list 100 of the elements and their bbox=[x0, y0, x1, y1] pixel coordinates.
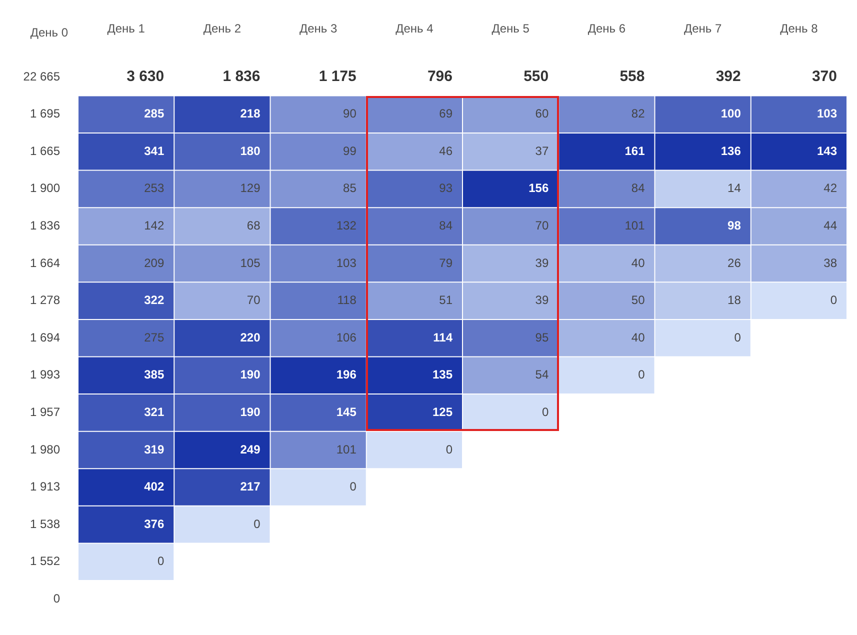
data-label: 0 bbox=[254, 516, 261, 531]
data-label: 37 bbox=[535, 144, 549, 158]
data-label: 40 bbox=[631, 256, 646, 270]
x-tick-label: День 1 bbox=[107, 22, 146, 36]
data-label: 39 bbox=[535, 293, 549, 308]
data-label: 38 bbox=[824, 256, 838, 270]
data-label: 0 bbox=[638, 368, 646, 382]
data-label: 106 bbox=[336, 330, 357, 344]
data-label: 105 bbox=[240, 256, 261, 270]
data-label: 60 bbox=[535, 106, 549, 121]
data-label: 82 bbox=[631, 106, 646, 121]
data-label: 0 bbox=[446, 442, 453, 456]
data-label: 217 bbox=[240, 480, 261, 494]
data-label: 98 bbox=[728, 218, 742, 233]
data-label: 135 bbox=[432, 368, 453, 382]
text: 1 836 bbox=[222, 68, 260, 86]
data-label: 101 bbox=[624, 218, 646, 233]
data-label: 51 bbox=[439, 293, 453, 308]
data-label: 385 bbox=[144, 368, 164, 382]
data-label: 70 bbox=[535, 218, 549, 233]
data-label: 253 bbox=[144, 181, 164, 196]
data-label: 142 bbox=[144, 218, 164, 233]
y-tick-label: 0 bbox=[53, 591, 60, 606]
data-label: 68 bbox=[246, 218, 261, 233]
y-tick-label: 1 913 bbox=[30, 480, 60, 494]
text: 796 bbox=[427, 68, 452, 86]
y-tick-label: 1 993 bbox=[30, 368, 60, 382]
data-label: 0 bbox=[734, 330, 742, 344]
data-label: 26 bbox=[728, 256, 742, 270]
data-label: 100 bbox=[720, 106, 742, 121]
data-label: 50 bbox=[631, 293, 646, 308]
data-label: 125 bbox=[432, 405, 453, 419]
data-label: 44 bbox=[824, 218, 838, 233]
data-label: 180 bbox=[240, 144, 261, 158]
data-label: 220 bbox=[240, 330, 261, 344]
x-tick-label: День 3 bbox=[299, 22, 338, 36]
x-tick-label: День 7 bbox=[684, 22, 722, 36]
data-label: 275 bbox=[144, 330, 164, 344]
data-label: 101 bbox=[336, 442, 357, 456]
data-label: 95 bbox=[535, 330, 549, 344]
data-label: 249 bbox=[240, 442, 261, 456]
data-label: 0 bbox=[157, 554, 164, 568]
data-label: 156 bbox=[528, 181, 549, 196]
data-label: 42 bbox=[824, 181, 838, 196]
text: 558 bbox=[620, 68, 645, 86]
data-label: 190 bbox=[240, 368, 261, 382]
data-label: 129 bbox=[240, 181, 261, 196]
y-tick-label: 1 278 bbox=[30, 293, 60, 308]
data-label: 93 bbox=[439, 181, 453, 196]
data-label: 136 bbox=[720, 144, 742, 158]
data-label: 321 bbox=[144, 405, 164, 419]
data-label: 39 bbox=[535, 256, 549, 270]
data-label: 376 bbox=[144, 516, 164, 531]
data-label: 84 bbox=[439, 218, 453, 233]
y-tick-label: 1 980 bbox=[30, 442, 60, 456]
y-tick-label: 1 665 bbox=[30, 144, 60, 158]
y-tick-label: 22 665 bbox=[23, 69, 60, 84]
text: 550 bbox=[524, 68, 549, 86]
x-tick-label: День 4 bbox=[396, 22, 434, 36]
data-label: 114 bbox=[433, 330, 453, 344]
data-label: 402 bbox=[144, 480, 164, 494]
data-label: 54 bbox=[535, 368, 549, 382]
data-label: 18 bbox=[728, 293, 742, 308]
text: 392 bbox=[716, 68, 741, 86]
data-label: 99 bbox=[343, 144, 357, 158]
data-label: 103 bbox=[816, 106, 838, 121]
y-tick-label: 1 538 bbox=[30, 516, 60, 531]
data-label: 46 bbox=[439, 144, 453, 158]
x-tick-label: День 6 bbox=[588, 22, 626, 36]
data-label: 40 bbox=[631, 330, 646, 344]
data-label: 69 bbox=[439, 106, 453, 121]
data-label: 0 bbox=[542, 405, 549, 419]
data-label: 322 bbox=[144, 293, 164, 308]
x-tick-label: День 5 bbox=[492, 22, 530, 36]
y-tick-label: 1 900 bbox=[30, 181, 60, 196]
data-label: 285 bbox=[144, 106, 164, 121]
data-label: 118 bbox=[337, 293, 357, 308]
y-tick-label: 1 695 bbox=[30, 106, 60, 121]
data-label: 132 bbox=[336, 218, 357, 233]
y-tick-label: 1 836 bbox=[30, 218, 60, 233]
y-tick-label: 1 957 bbox=[30, 405, 60, 419]
data-label: 341 bbox=[144, 144, 164, 158]
data-label: 84 bbox=[631, 181, 646, 196]
data-label: 319 bbox=[144, 442, 164, 456]
x-tick-label: День 2 bbox=[203, 22, 242, 36]
y-axis-title: День 0 bbox=[30, 26, 68, 40]
data-label: 218 bbox=[240, 106, 261, 121]
data-label: 90 bbox=[343, 106, 357, 121]
data-label: 161 bbox=[624, 144, 646, 158]
data-label: 0 bbox=[830, 293, 838, 308]
y-tick-label: 1 552 bbox=[30, 554, 60, 568]
data-label: 0 bbox=[350, 480, 357, 494]
text: 370 bbox=[812, 68, 837, 86]
data-label: 196 bbox=[336, 368, 357, 382]
text: 3 630 bbox=[126, 68, 164, 86]
y-tick-label: 1 664 bbox=[30, 256, 60, 270]
data-label: 145 bbox=[336, 405, 357, 419]
data-label: 14 bbox=[728, 181, 742, 196]
y-tick-label: 1 694 bbox=[30, 330, 60, 344]
x-tick-label: День 8 bbox=[780, 22, 818, 36]
